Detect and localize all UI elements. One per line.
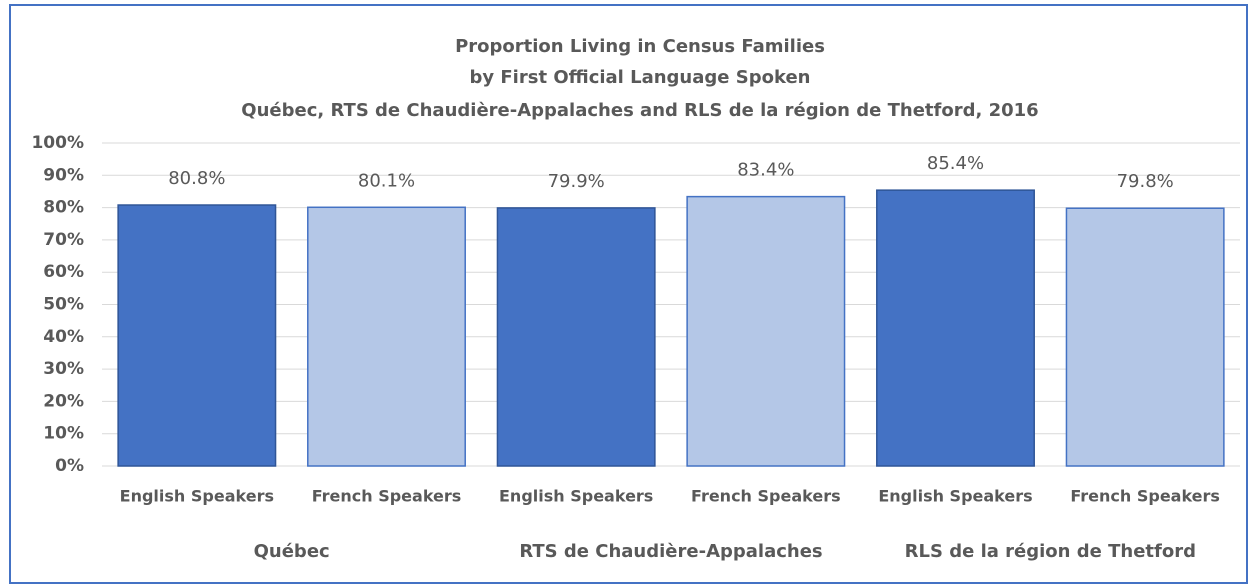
y-tick-label: 100% xyxy=(31,133,84,153)
data-label: 83.4% xyxy=(737,160,794,181)
x-tick-label: French Speakers xyxy=(691,487,841,506)
y-tick-label: 40% xyxy=(43,327,84,347)
data-label: 79.9% xyxy=(548,171,605,192)
data-label: 79.8% xyxy=(1117,171,1174,192)
x-tick-label: English Speakers xyxy=(878,487,1032,506)
y-tick-label: 20% xyxy=(43,391,84,411)
bar xyxy=(686,195,846,467)
chart-title: Québec, RTS de Chaudière-Appalaches and … xyxy=(241,100,1038,121)
group-label: RTS de Chaudière-Appalaches xyxy=(519,541,822,562)
bar xyxy=(1065,207,1225,467)
chart-title: by First Official Language Spoken xyxy=(470,67,811,88)
bar xyxy=(496,207,656,467)
group-label: RLS de la région de Thetford xyxy=(905,541,1196,562)
x-tick-label: English Speakers xyxy=(499,487,653,506)
y-tick-label: 50% xyxy=(43,295,84,315)
bar xyxy=(307,206,466,467)
group-label: Québec xyxy=(254,541,330,562)
data-label: 80.1% xyxy=(358,170,415,191)
y-tick-label: 70% xyxy=(43,230,84,250)
bar xyxy=(876,189,1035,467)
x-tick-label: French Speakers xyxy=(1070,487,1220,506)
bar xyxy=(117,204,277,467)
chart-title: Proportion Living in Census Families xyxy=(455,36,825,57)
y-tick-label: 90% xyxy=(43,165,84,185)
y-tick-label: 10% xyxy=(43,424,84,444)
x-tick-label: English Speakers xyxy=(120,487,274,506)
data-label: 80.8% xyxy=(168,168,225,189)
y-tick-label: 0% xyxy=(55,456,84,476)
y-tick-label: 60% xyxy=(43,262,84,282)
y-tick-label: 30% xyxy=(43,359,84,379)
data-label: 85.4% xyxy=(927,153,984,174)
y-tick-label: 80% xyxy=(43,198,84,218)
x-tick-label: French Speakers xyxy=(312,487,462,506)
